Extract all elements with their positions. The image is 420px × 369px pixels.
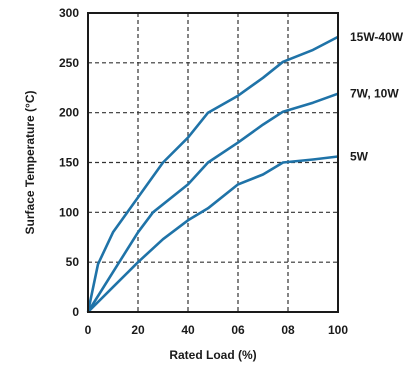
y-tick-label: 250 (59, 56, 79, 70)
y-axis-title: Surface Temperature (°C) (23, 91, 37, 235)
series-label: 5W (350, 150, 369, 164)
x-tick-label: 40 (181, 323, 195, 337)
y-tick-label: 200 (59, 106, 79, 120)
y-tick-label: 150 (59, 156, 79, 170)
y-tick-label: 50 (66, 255, 80, 269)
y-tick-label: 0 (72, 305, 79, 319)
series-label: 7W, 10W (350, 87, 399, 101)
series-line (87, 155, 339, 313)
grid-lines (88, 13, 338, 312)
x-tick-label: 06 (231, 323, 245, 337)
series-labels: 15W-40W 7W, 10W 5W (350, 30, 404, 164)
series-line (86, 92, 339, 313)
y-tick-label: 100 (59, 205, 79, 219)
x-tick-label: 100 (328, 323, 348, 337)
x-axis-title: Rated Load (%) (169, 348, 256, 362)
y-tick-label: 300 (59, 6, 79, 20)
series-line (86, 35, 339, 313)
axis-ticks: 0 50 100 150 200 250 300 0 20 40 06 08 100 (59, 6, 348, 337)
x-tick-label: 08 (281, 323, 295, 337)
series-label: 15W-40W (350, 30, 404, 44)
x-tick-label: 0 (85, 323, 92, 337)
plot-frame (87, 12, 339, 313)
series-lines (86, 35, 339, 313)
x-tick-label: 20 (131, 323, 145, 337)
